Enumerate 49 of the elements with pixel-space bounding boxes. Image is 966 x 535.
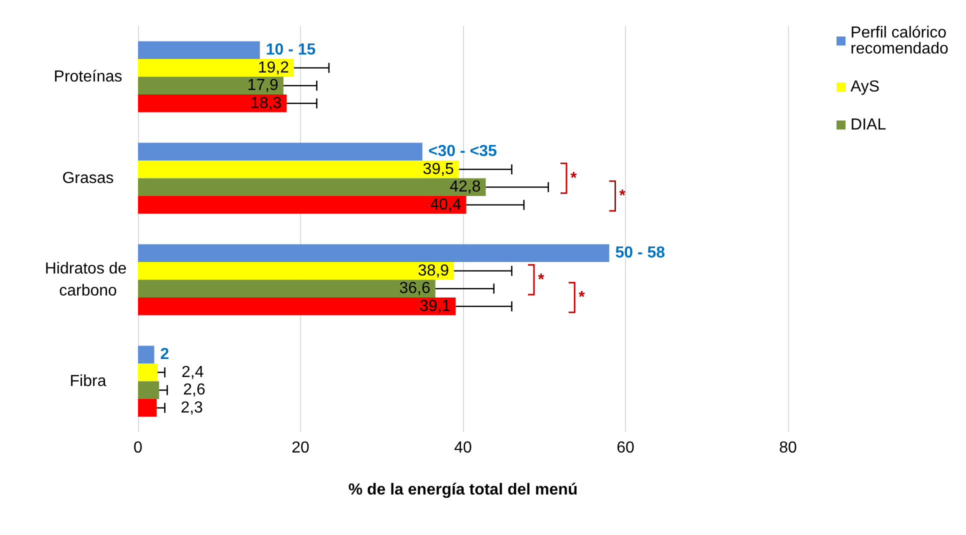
bar xyxy=(138,58,294,77)
bar xyxy=(138,160,459,178)
data-label: 42,8 xyxy=(450,178,481,196)
annotation: 50 - 58 xyxy=(615,244,666,262)
bar xyxy=(138,381,160,400)
annotation: 10 - 15 xyxy=(266,42,316,59)
bar xyxy=(138,41,260,59)
data-label: 36,6 xyxy=(399,280,430,298)
bar xyxy=(138,94,287,112)
bar xyxy=(138,363,158,382)
y-tick-label: Fibra xyxy=(70,372,106,390)
y-tick-label: Grasas xyxy=(62,170,114,187)
x-tick-label: 40 xyxy=(454,440,472,456)
bar xyxy=(138,298,456,316)
bar xyxy=(138,262,454,280)
annotation: <30 - <35 xyxy=(428,143,497,160)
y-tick-label: Proteínas xyxy=(54,68,122,86)
annotation: * xyxy=(538,271,545,288)
data-label: 19,2 xyxy=(258,59,290,76)
data-label: 38,9 xyxy=(418,262,450,280)
bar xyxy=(138,196,466,214)
data-label: 2,4 xyxy=(182,364,204,381)
data-label: 2,6 xyxy=(183,382,206,399)
data-label: 40,4 xyxy=(430,196,462,214)
annotation: * xyxy=(619,188,626,205)
x-tick-label: 80 xyxy=(779,440,797,456)
bar xyxy=(138,244,610,262)
y-tick-label: Hidratos de carbono xyxy=(44,260,132,300)
legend-label: AyS xyxy=(850,78,880,96)
legend-label: DIAL xyxy=(850,116,886,134)
annotation: * xyxy=(578,289,586,306)
bar xyxy=(138,280,436,298)
data-label: 2,3 xyxy=(180,399,204,416)
x-tick-label: 60 xyxy=(616,440,634,456)
data-label: 18,3 xyxy=(250,94,282,112)
data-label: 39,5 xyxy=(422,160,454,178)
x-axis-title: % de la energía total del menú xyxy=(348,482,578,498)
annotation: * xyxy=(570,170,578,187)
bar xyxy=(138,178,486,196)
bar xyxy=(138,76,284,95)
bar xyxy=(138,399,157,417)
annotation: 2 xyxy=(160,346,170,364)
bar xyxy=(138,346,154,364)
bar xyxy=(138,142,422,160)
x-tick-label: 0 xyxy=(134,440,143,456)
x-tick-label: 20 xyxy=(292,440,310,456)
data-label: 39,1 xyxy=(420,298,451,315)
data-label: 17,9 xyxy=(247,77,279,94)
legend-label: Perfil calórico recomendado xyxy=(850,24,952,58)
